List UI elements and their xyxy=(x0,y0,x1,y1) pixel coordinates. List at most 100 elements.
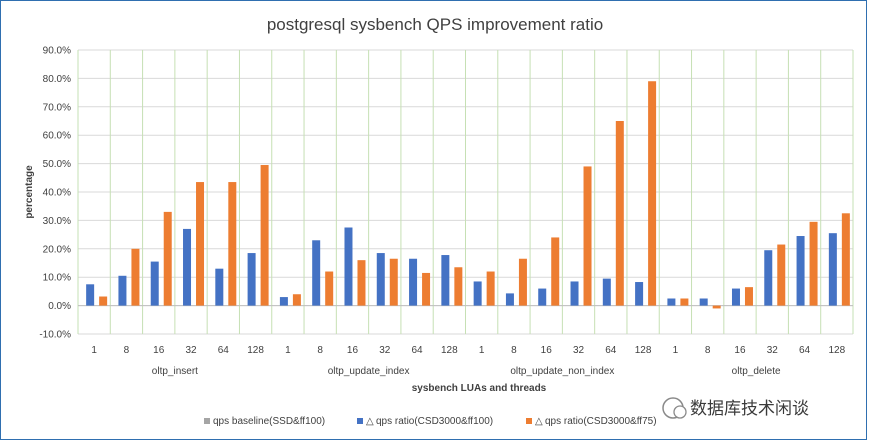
bar-series-3 xyxy=(518,258,527,306)
legend-label: qps baseline(SSD&ff100) xyxy=(213,416,325,427)
bar-series-2 xyxy=(409,258,418,306)
bar-series-2 xyxy=(570,281,579,306)
group-label: oltp_update_non_index xyxy=(510,366,614,377)
bar-series-3 xyxy=(357,260,366,306)
x-tick-label: 32 xyxy=(379,345,391,356)
bar-series-3 xyxy=(389,258,398,306)
x-tick-label: 1 xyxy=(673,345,679,356)
y-tick-label: 90.0% xyxy=(43,46,71,57)
x-tick-label: 1 xyxy=(91,345,97,356)
x-tick-label: 16 xyxy=(734,345,746,356)
x-axis-title: sysbench LUAs and threads xyxy=(412,383,547,394)
bar-series-2 xyxy=(150,261,159,306)
bar-series-2 xyxy=(764,250,773,306)
y-tick-label: 0.0% xyxy=(48,301,71,312)
group-label: oltp_insert xyxy=(152,366,198,377)
bar-series-2 xyxy=(183,228,192,306)
x-tick-label: 128 xyxy=(635,345,652,356)
y-tick-label: 80.0% xyxy=(43,74,71,85)
bar-series-2 xyxy=(635,282,644,306)
bar-series-2 xyxy=(118,275,127,306)
legend-marker: △ xyxy=(535,416,543,427)
x-tick-label: 16 xyxy=(541,345,553,356)
legend: qps baseline(SSD&ff100) △ qps ratio(CSD300… xyxy=(204,416,657,427)
x-tick-label: 128 xyxy=(829,345,846,356)
group-label: oltp_update_index xyxy=(328,366,410,377)
x-tick-label: 64 xyxy=(412,345,424,356)
legend-marker: △ xyxy=(366,416,374,427)
watermark: 数据库技术闲谈 xyxy=(662,397,809,419)
bar-series-3 xyxy=(163,211,172,306)
bar-series-2 xyxy=(505,293,514,306)
grid xyxy=(77,49,854,335)
y-tick-label: 10.0% xyxy=(43,273,71,284)
y-axis-title: percentage xyxy=(24,165,35,219)
bar-series-2 xyxy=(376,253,385,306)
y-tick-labels: -10.0% 0.0% 10.0% 20.0% 30.0% 40.0% 50.0% 60.0%… xyxy=(39,46,71,341)
bar-series-3 xyxy=(325,271,334,306)
bar-series-3 xyxy=(292,294,301,306)
y-tick-label: 50.0% xyxy=(43,159,71,170)
bar-series-3 xyxy=(841,213,850,306)
x-tick-label: 8 xyxy=(317,345,323,356)
bar-series-2 xyxy=(602,278,611,306)
legend-label: qps ratio(CSD3000&ff100) xyxy=(376,416,493,427)
bar-series-3 xyxy=(744,287,753,306)
wechat-logo-icon-inner xyxy=(673,405,687,419)
group-labels: oltp_insert oltp_update_index oltp_update_… xyxy=(152,366,781,377)
bar-series-3 xyxy=(615,121,624,306)
x-tick-label: 16 xyxy=(153,345,165,356)
bar-series-3 xyxy=(454,267,463,306)
bar-series-2 xyxy=(279,297,288,306)
x-tick-label: 16 xyxy=(347,345,359,356)
bar-series-3 xyxy=(422,272,431,306)
bar-series-3 xyxy=(777,244,786,306)
x-tick-label: 64 xyxy=(799,345,811,356)
x-tick-label: 1 xyxy=(479,345,485,356)
bar-series-2 xyxy=(796,236,805,306)
bar-series-3 xyxy=(680,298,689,306)
bar-series-3 xyxy=(260,165,269,306)
x-tick-label: 32 xyxy=(573,345,585,356)
bar-series-3 xyxy=(583,166,592,306)
y-tick-label: 70.0% xyxy=(43,102,71,113)
y-tick-label: -10.0% xyxy=(39,330,71,341)
bars xyxy=(86,81,850,309)
bar-series-2 xyxy=(441,255,450,306)
bar-series-3 xyxy=(551,237,560,306)
chart-title: postgresql sysbench QPS improvement rati… xyxy=(267,15,603,34)
y-tick-label: 60.0% xyxy=(43,131,71,142)
group-label: oltp_delete xyxy=(732,366,781,377)
bar-series-3 xyxy=(131,248,140,306)
y-tick-label: 20.0% xyxy=(43,244,71,255)
bar-series-3 xyxy=(486,271,495,306)
legend-swatch xyxy=(204,418,210,424)
bar-series-2 xyxy=(828,233,837,306)
bar-series-3 xyxy=(228,182,237,306)
x-tick-label: 8 xyxy=(511,345,517,356)
bar-series-2 xyxy=(215,268,224,306)
bar-series-3 xyxy=(99,296,108,306)
bar-series-2 xyxy=(473,281,482,306)
legend-swatch xyxy=(526,418,532,424)
x-tick-label: 64 xyxy=(605,345,617,356)
bar-series-2 xyxy=(699,298,708,306)
bar-series-3 xyxy=(809,221,818,306)
x-tick-labels: 1 8 16 32 64 128 1 8 16 32 64 128 1 8 16 32 64 128 1 8 16 32 6… xyxy=(91,345,845,356)
bar-series-3 xyxy=(712,305,721,309)
x-tick-label: 8 xyxy=(705,345,711,356)
bar-series-2 xyxy=(247,253,256,306)
x-tick-label: 32 xyxy=(767,345,779,356)
x-tick-label: 128 xyxy=(247,345,264,356)
bar-series-2 xyxy=(344,227,353,306)
legend-swatch xyxy=(357,418,363,424)
bar-series-2 xyxy=(667,298,676,306)
bar-series-3 xyxy=(648,81,657,306)
x-tick-label: 8 xyxy=(124,345,130,356)
bar-series-2 xyxy=(86,284,95,306)
bar-series-2 xyxy=(538,288,547,306)
bar-series-3 xyxy=(196,182,205,306)
bar-series-2 xyxy=(731,288,740,306)
